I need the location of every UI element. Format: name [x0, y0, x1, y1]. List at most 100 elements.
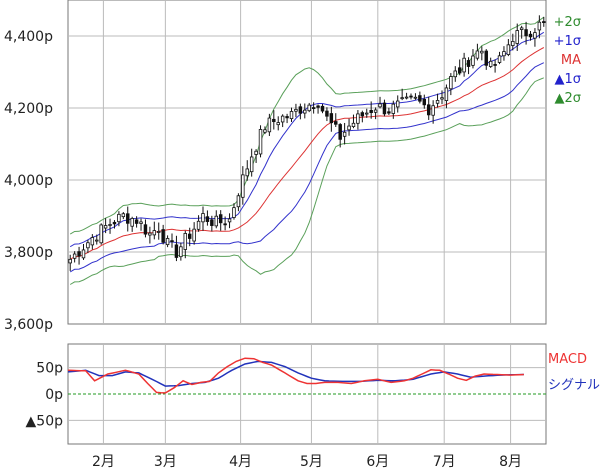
month-label: 5月 — [300, 454, 323, 470]
candle-body — [196, 220, 201, 230]
candle-body — [157, 231, 161, 233]
candlestick — [170, 233, 174, 248]
candle-body — [524, 29, 528, 37]
signal-legend-label: シグナル — [548, 378, 600, 393]
price-y-tick-label: 4,400p — [4, 29, 53, 45]
candle-body — [170, 240, 174, 243]
candle-body — [126, 213, 130, 224]
candle-body — [396, 100, 400, 108]
candlestick — [493, 59, 497, 73]
candlestick — [422, 94, 427, 109]
candlestick — [103, 218, 108, 234]
candlestick — [81, 243, 86, 260]
candlestick — [325, 107, 329, 122]
candle-body — [342, 131, 347, 137]
candle-body — [289, 111, 294, 120]
bollinger-legend: +2σ +1σ MA ▲1σ ▲2σ — [554, 15, 582, 106]
candlestick — [68, 254, 72, 271]
macd-panel: 50p 0p ▲50p MACD シグナル — [26, 343, 600, 445]
candlestick — [108, 218, 112, 234]
price-y-ticks: 3,600p 3,800p 4,000p 4,200p 4,400p — [4, 29, 53, 333]
candlestick — [86, 240, 90, 254]
candle-body — [241, 174, 245, 198]
price-grid — [68, 0, 546, 324]
candle-body — [245, 168, 249, 177]
macd-y-tick-label: ▲50p — [26, 413, 64, 429]
candle-body — [400, 97, 404, 100]
candle-body — [453, 70, 457, 78]
candle-body — [382, 102, 387, 115]
candle-body — [475, 50, 480, 59]
candle-body — [179, 246, 183, 258]
candle-body — [143, 224, 148, 235]
candle-body — [542, 21, 546, 23]
candlestick — [369, 101, 373, 119]
candle-body — [298, 106, 303, 114]
candlestick — [276, 116, 280, 131]
candle-body — [86, 242, 90, 249]
candlestick — [117, 211, 121, 227]
month-label: 8月 — [499, 454, 522, 470]
candle-body — [68, 258, 72, 264]
candlestick — [320, 104, 325, 114]
candle-body — [391, 103, 396, 114]
legend-entry: MA — [561, 53, 581, 68]
candlestick — [471, 49, 475, 69]
candle-body — [440, 97, 444, 100]
candlestick — [267, 113, 272, 136]
candlestick — [457, 59, 462, 76]
candle-body — [387, 111, 391, 114]
candle-body — [81, 249, 86, 259]
candlestick — [373, 107, 378, 120]
candle-body — [466, 60, 471, 67]
candle-body — [320, 105, 325, 112]
candle-body — [360, 112, 365, 117]
candle-body — [303, 109, 307, 114]
candle-body — [192, 228, 196, 242]
candle-body — [205, 216, 210, 222]
candle-body — [488, 60, 493, 67]
candle-body — [422, 98, 427, 106]
candle-body — [134, 219, 139, 224]
macd-legend: MACD シグナル — [548, 352, 600, 393]
candle-body — [103, 225, 108, 229]
candle-body — [502, 51, 506, 57]
candlestick — [90, 234, 95, 250]
candlestick — [431, 100, 435, 124]
candle-body — [148, 232, 152, 236]
macd-legend-label: MACD — [548, 352, 587, 367]
candlestick — [112, 220, 117, 229]
candlestick — [462, 52, 466, 77]
candlestick — [289, 107, 294, 122]
candle-body — [484, 50, 488, 66]
band-minus-2-sigma — [69, 77, 544, 285]
candlestick — [223, 216, 227, 231]
candle-body — [347, 125, 351, 131]
candle-body — [258, 129, 263, 155]
candlestick — [387, 107, 391, 115]
price-panel: 3,600p 3,800p 4,000p 4,200p 4,400p +2σ +1σ MA ▲… — [4, 0, 581, 333]
candle-body — [90, 237, 95, 246]
candle-body — [338, 124, 342, 140]
candlestick — [121, 212, 126, 220]
month-label: 6月 — [366, 454, 389, 470]
legend-entry: ▲1σ — [554, 72, 581, 87]
candle-body — [95, 239, 99, 242]
candle-body — [254, 150, 258, 155]
candlestick — [99, 223, 103, 245]
candle-body — [519, 27, 524, 30]
candle-body — [444, 87, 449, 102]
candle-body — [77, 251, 81, 257]
candle-body — [316, 105, 320, 108]
candlestick — [444, 84, 449, 109]
candlestick — [506, 39, 511, 57]
candle-body — [457, 67, 462, 74]
candle-body — [99, 224, 103, 244]
candlestick — [280, 114, 285, 128]
candle-body — [232, 207, 236, 218]
candlestick — [179, 242, 183, 261]
candlestick — [258, 125, 263, 158]
legend-entry: +1σ — [554, 34, 581, 49]
legend-entry: +2σ — [554, 15, 581, 30]
